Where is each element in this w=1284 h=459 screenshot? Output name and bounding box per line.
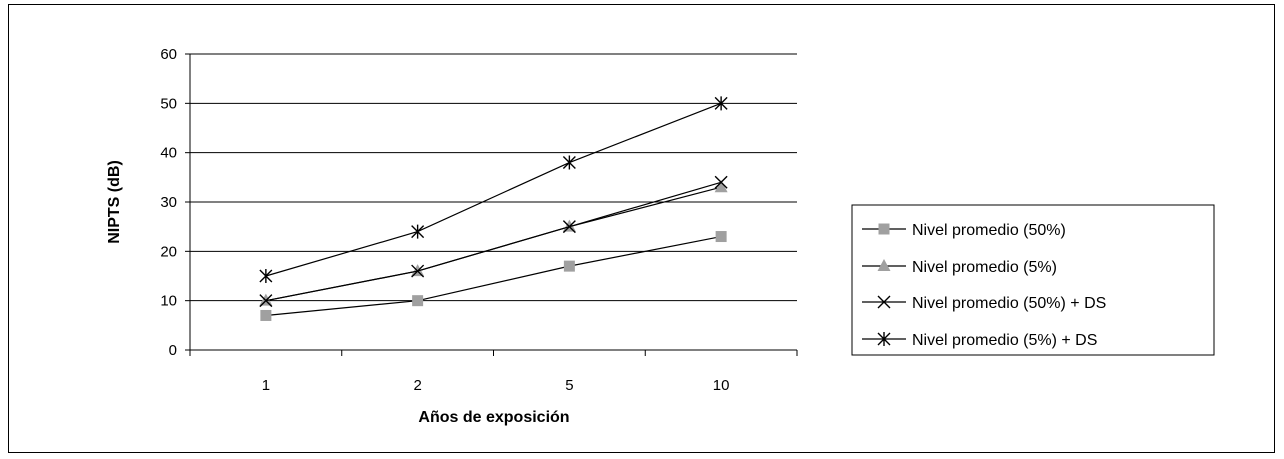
triangle-marker (411, 264, 425, 277)
star-marker (562, 155, 576, 170)
y-tick-label: 20 (160, 243, 177, 260)
legend-label: Nivel promedio (5%) (912, 259, 1057, 276)
gridlines (190, 53, 797, 302)
y-tick-label: 40 (160, 145, 177, 162)
x-marker (411, 264, 425, 278)
series-3 (259, 175, 728, 308)
x-tick-labels: 1 2 5 10 (262, 377, 730, 394)
x-tick-label: 1 (262, 377, 270, 394)
series-line (265, 181, 722, 302)
legend-box (851, 204, 1215, 356)
series-4 (259, 96, 728, 283)
y-tick-label: 60 (160, 46, 177, 63)
x-marker (259, 294, 273, 308)
y-tick-label: 50 (160, 95, 177, 112)
x-tick-label: 2 (413, 377, 421, 394)
x-marker (562, 220, 576, 234)
legend: Nivel promedio (50%) Nivel promedio (5%) N… (851, 204, 1215, 356)
x-axis-label: Años de exposición (418, 409, 569, 426)
square-marker (260, 309, 272, 321)
legend-label: Nivel promedio (50%) (912, 222, 1066, 239)
triangle-marker (714, 180, 728, 193)
star-marker (411, 224, 425, 239)
y-tick-label: 0 (169, 342, 177, 359)
y-tick-label: 30 (160, 194, 177, 211)
legend-item: Nivel promedio (5%) (862, 259, 1057, 276)
legend-item: Nivel promedio (5%) + DS (862, 332, 1097, 349)
x-marker (877, 295, 891, 309)
triangle-marker (877, 259, 891, 271)
triangle-marker (259, 293, 273, 306)
y-tick-labels: 0 10 20 30 40 50 60 (160, 46, 177, 359)
legend-label: Nivel promedio (50%) + DS (912, 295, 1106, 312)
legend-item: Nivel promedio (50%) + DS (862, 295, 1106, 312)
series-2 (259, 180, 728, 306)
axes (185, 53, 798, 356)
star-marker (714, 96, 728, 111)
square-marker (563, 260, 575, 272)
series-line (265, 235, 722, 317)
square-marker (715, 231, 727, 243)
triangle-marker (562, 219, 576, 232)
x-tick-label: 5 (565, 377, 573, 394)
y-axis-label: NIPTS (dB) (106, 160, 123, 244)
series-1 (260, 231, 727, 321)
star-marker (259, 269, 273, 283)
legend-label: Nivel promedio (5%) + DS (912, 332, 1097, 349)
square-marker (878, 223, 890, 235)
star-marker (877, 332, 891, 346)
x-tick-label: 10 (713, 377, 730, 394)
legend-item: Nivel promedio (50%) (862, 222, 1066, 239)
y-tick-label: 10 (160, 293, 177, 310)
series-group (259, 96, 728, 321)
x-marker (714, 175, 728, 189)
square-marker (412, 295, 424, 307)
series-line (265, 102, 722, 277)
